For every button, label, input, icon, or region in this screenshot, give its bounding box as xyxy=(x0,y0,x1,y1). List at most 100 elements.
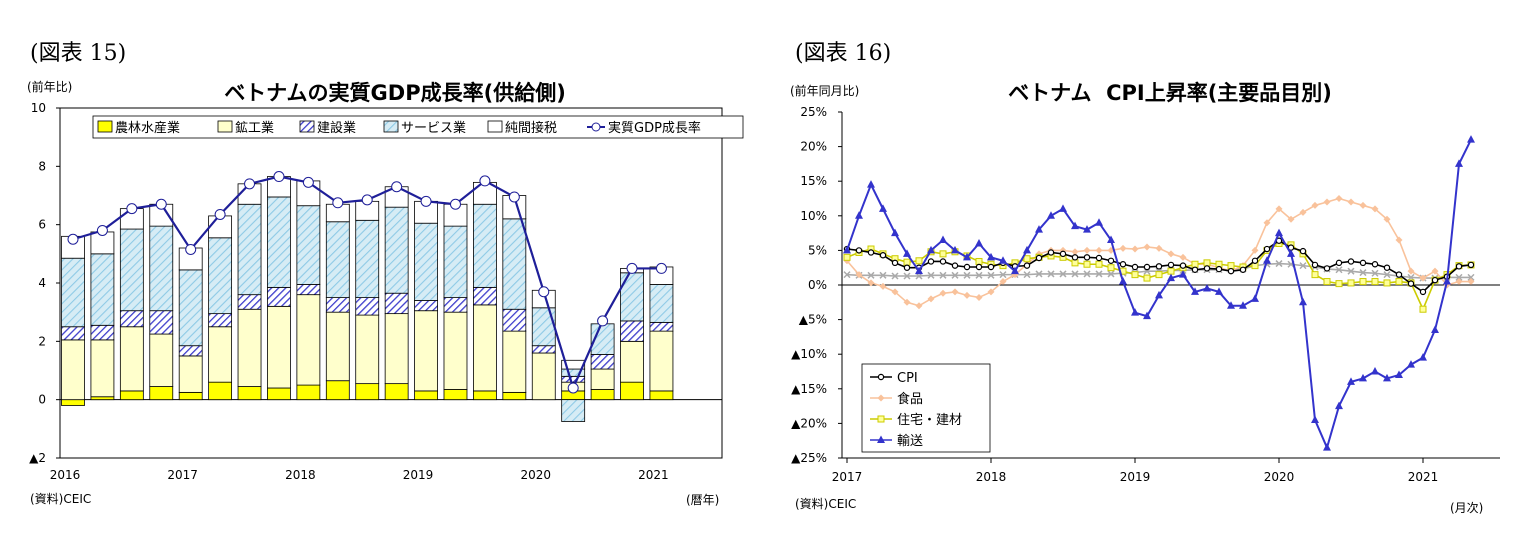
bar-segment xyxy=(90,253,115,326)
bar-segment xyxy=(325,221,350,298)
series-point xyxy=(987,288,995,296)
bar-segment xyxy=(384,292,409,315)
series-point xyxy=(1275,205,1283,213)
gdp-growth-point xyxy=(391,181,403,193)
bar-segment xyxy=(149,333,174,387)
series-point xyxy=(1131,271,1139,279)
series-point xyxy=(987,263,995,271)
bar-segment xyxy=(208,381,233,401)
series-point xyxy=(1071,221,1079,230)
series-point xyxy=(903,264,911,271)
y-tick-label: ▲5% xyxy=(799,313,827,327)
bar-segment xyxy=(414,310,438,392)
series-point xyxy=(939,250,947,258)
gdp-growth-point xyxy=(567,382,579,394)
gdp-growth-point xyxy=(597,315,609,327)
series-point xyxy=(1131,263,1139,271)
y-tick-label: 10% xyxy=(800,209,827,223)
series-point xyxy=(1287,215,1295,223)
series-point xyxy=(1167,267,1175,275)
series-point xyxy=(1143,263,1151,271)
series-point xyxy=(939,271,947,279)
bar-segment xyxy=(119,310,144,328)
bar-segment xyxy=(90,324,115,341)
series-point xyxy=(1155,271,1163,279)
source-note: (資料)CEIC xyxy=(795,497,856,511)
y-tick-label: ▲2 xyxy=(29,451,46,465)
series-point xyxy=(1311,201,1319,209)
series-point xyxy=(1431,325,1439,333)
series-輸送 xyxy=(843,135,1475,451)
gdp-chart: ▲2 0 2 4 6 8 10 2016 2017 2018 2019 2020 2021 農林水産業 鉱工… xyxy=(29,101,744,482)
legend-label: 純間接税 xyxy=(505,120,557,136)
series-point xyxy=(1023,245,1031,254)
legend-box xyxy=(92,115,744,139)
series-point xyxy=(903,258,911,266)
bar-segment xyxy=(267,387,291,401)
bar-segment xyxy=(237,294,262,310)
series-point xyxy=(891,272,899,280)
gdp-growth-point xyxy=(508,191,520,203)
legend-swatch-marker xyxy=(877,394,885,402)
legend-label: 農林水産業 xyxy=(115,120,180,136)
series-point xyxy=(1083,254,1091,261)
series-point xyxy=(1395,278,1403,286)
legend-swatch xyxy=(299,120,315,133)
x-axis-label: (暦年) xyxy=(686,493,719,507)
series-point xyxy=(1071,259,1079,267)
series-point xyxy=(1431,276,1439,284)
series-point xyxy=(1179,253,1187,261)
bar-segment xyxy=(561,399,586,422)
series-point xyxy=(1203,259,1211,267)
bar-segment xyxy=(384,383,409,401)
bar-segment xyxy=(502,308,527,332)
series-point xyxy=(1203,265,1211,272)
series-point xyxy=(1263,219,1271,227)
gdp-growth-point xyxy=(96,225,108,236)
series-point xyxy=(939,258,947,265)
series-point xyxy=(1083,270,1091,278)
series-point xyxy=(1215,287,1223,295)
y-tick-label: ▲15% xyxy=(791,382,827,396)
series-point xyxy=(927,271,935,279)
series-point xyxy=(1095,270,1103,278)
bar-segment xyxy=(61,339,85,401)
bar-segment xyxy=(237,203,262,296)
series-point xyxy=(1083,260,1091,268)
series-point xyxy=(1035,225,1043,233)
gdp-growth-point xyxy=(155,198,167,210)
legend-swatch-marker xyxy=(877,435,885,443)
bar-segment xyxy=(237,308,262,387)
series-point xyxy=(1419,274,1427,282)
bar-segment xyxy=(61,257,85,328)
bar-segment xyxy=(443,389,468,401)
x-tick-label: 2016 xyxy=(50,468,81,482)
legend-swatch xyxy=(97,120,113,133)
series-point xyxy=(867,271,875,279)
legend-label: CPI xyxy=(897,371,918,386)
series-point xyxy=(915,302,923,310)
series-point xyxy=(951,262,959,269)
series-point xyxy=(999,271,1007,279)
series-point xyxy=(1359,201,1367,209)
series-point xyxy=(1119,244,1127,252)
series-point xyxy=(1059,250,1067,258)
legend-swatch-marker xyxy=(877,415,885,423)
bar-segment xyxy=(443,311,468,390)
bar-segment xyxy=(384,206,409,294)
y-tick-label: 2 xyxy=(38,334,46,348)
bar-segment xyxy=(414,222,438,301)
series-point xyxy=(915,266,923,275)
series-point xyxy=(963,252,971,261)
series-point xyxy=(1263,256,1271,264)
bar-segment xyxy=(590,389,615,401)
series-point xyxy=(1275,260,1283,268)
y-tick-label: 15% xyxy=(800,174,827,188)
bar-segment xyxy=(414,390,438,401)
series-point xyxy=(1419,353,1427,361)
bar-segment xyxy=(208,313,233,328)
series-point xyxy=(963,291,971,299)
bar-segment xyxy=(473,203,497,288)
